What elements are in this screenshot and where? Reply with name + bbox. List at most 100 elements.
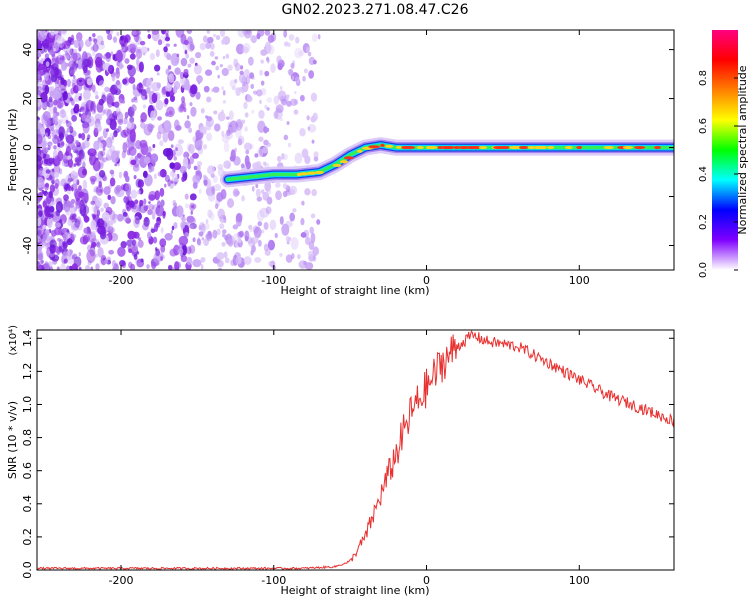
- colorbar-tick-label: 0.8: [698, 70, 709, 86]
- noise-blob: [122, 142, 128, 153]
- snr-y-axis-label: SNR (10 * v/v): [6, 401, 19, 479]
- noise-blob: [290, 237, 299, 250]
- noise-blob: [79, 200, 85, 210]
- noise-blob: [199, 222, 205, 231]
- noise-blob: [112, 54, 116, 61]
- y-tick-label: 0.8: [21, 429, 34, 447]
- ridge-hotspot: [622, 145, 634, 150]
- noise-blob: [260, 59, 264, 64]
- noise-blob: [48, 49, 55, 56]
- noise-blob: [285, 220, 293, 228]
- noise-blob: [186, 143, 192, 152]
- noise-blob: [120, 184, 125, 191]
- noise-blob: [162, 120, 172, 133]
- noise-blob: [97, 218, 105, 229]
- noise-blob: [66, 229, 70, 233]
- colorbar-tick-label: 0.4: [698, 166, 709, 182]
- noise-blob: [286, 121, 290, 125]
- noise-blob: [176, 205, 184, 218]
- noise-blob: [118, 98, 123, 105]
- noise-blob: [195, 170, 200, 176]
- noise-blob: [108, 220, 114, 226]
- noise-blob: [132, 112, 135, 117]
- noise-blob: [223, 251, 228, 259]
- noise-blob: [182, 214, 185, 218]
- noise-blob: [140, 112, 148, 123]
- noise-blob: [283, 134, 289, 141]
- noise-blob: [252, 225, 260, 234]
- noise-blob: [193, 165, 198, 171]
- noise-blob: [182, 42, 190, 51]
- noise-blob: [187, 216, 196, 225]
- noise-blob: [142, 170, 148, 179]
- ridge-hotspot: [380, 143, 385, 147]
- noise-blob: [222, 100, 227, 104]
- noise-blob: [307, 124, 317, 133]
- noise-blob: [125, 175, 130, 183]
- noise-blob: [310, 213, 316, 219]
- noise-blob: [53, 47, 56, 52]
- noise-blob: [176, 53, 180, 58]
- noise-blob: [288, 34, 295, 41]
- noise-blob: [117, 125, 122, 132]
- noise-blob: [54, 245, 59, 253]
- x-tick-label: -100: [261, 274, 286, 287]
- noise-blob: [45, 132, 48, 137]
- noise-blob: [203, 238, 210, 247]
- spectrogram-signal-ridge: [219, 137, 674, 188]
- noise-blob: [221, 134, 230, 143]
- noise-blob: [105, 153, 110, 158]
- noise-blob: [133, 175, 137, 180]
- noise-blob: [83, 227, 89, 234]
- noise-blob: [37, 41, 43, 50]
- noise-blob: [237, 257, 246, 268]
- noise-blob: [42, 111, 51, 122]
- noise-blob: [206, 30, 211, 34]
- noise-blob: [57, 237, 61, 242]
- noise-blob: [107, 64, 115, 74]
- noise-blob: [281, 153, 285, 160]
- noise-blob: [91, 84, 96, 93]
- noise-blob: [65, 174, 71, 184]
- noise-blob: [96, 209, 101, 217]
- noise-blob: [42, 66, 48, 74]
- noise-blob: [268, 261, 272, 267]
- noise-blob: [147, 123, 154, 133]
- noise-blob: [257, 148, 264, 157]
- noise-blob: [95, 253, 98, 258]
- noise-blob: [168, 73, 175, 83]
- noise-blob: [82, 233, 85, 237]
- noise-blob: [148, 201, 151, 204]
- noise-blob: [44, 53, 50, 59]
- noise-blob: [78, 79, 82, 83]
- noise-blob: [102, 109, 107, 114]
- spectrogram-y-axis: -40 -20 0 20 40: [21, 43, 674, 255]
- noise-blob: [221, 130, 225, 137]
- noise-blob: [181, 96, 185, 104]
- noise-blob: [56, 266, 60, 270]
- noise-blob: [119, 259, 126, 267]
- y-tick-label: -40: [21, 237, 34, 255]
- noise-blob: [175, 125, 182, 131]
- noise-blob: [153, 173, 157, 180]
- noise-blob: [174, 57, 179, 64]
- snr-x-axis-label: Height of straight line (km): [280, 584, 429, 597]
- noise-blob: [251, 185, 255, 192]
- noise-blob: [48, 191, 53, 199]
- noise-blob: [51, 57, 57, 67]
- noise-blob: [130, 263, 136, 270]
- noise-blob: [201, 236, 205, 241]
- noise-blob: [257, 30, 265, 37]
- noise-blob: [155, 49, 160, 58]
- ridge-hotspot: [368, 145, 380, 149]
- noise-blob: [120, 240, 127, 249]
- noise-blob: [151, 30, 160, 35]
- noise-blob: [209, 50, 215, 57]
- noise-blob: [136, 82, 144, 92]
- noise-blob: [212, 86, 220, 93]
- noise-blob: [62, 220, 65, 225]
- y-tick-label: -20: [21, 188, 34, 206]
- noise-blob: [137, 239, 144, 248]
- noise-blob: [299, 260, 303, 265]
